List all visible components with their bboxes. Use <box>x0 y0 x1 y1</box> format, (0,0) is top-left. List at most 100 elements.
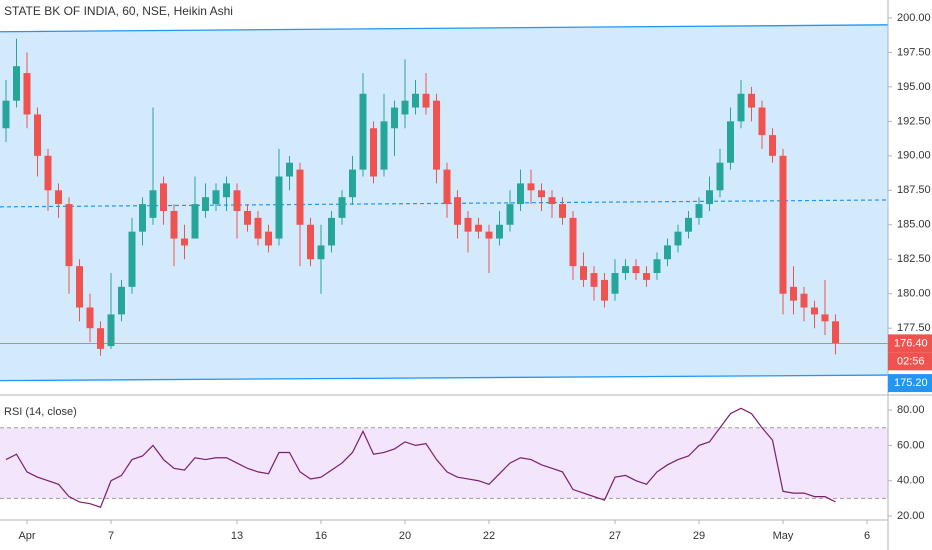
candle-body <box>202 197 209 211</box>
candle-body <box>317 245 325 260</box>
y-tick-label: 177.50 <box>897 322 931 334</box>
candle-body <box>454 197 461 225</box>
candle-body <box>349 169 356 198</box>
candle-body <box>2 100 10 129</box>
candle-body <box>643 273 650 280</box>
candle-body <box>34 114 41 156</box>
candle-body <box>601 279 608 301</box>
candle-body <box>296 169 304 225</box>
channel-line <box>0 374 889 382</box>
candle-body <box>13 66 20 101</box>
candle-body <box>212 190 220 205</box>
channel-end-label: 175.20 <box>894 377 928 389</box>
candle-body <box>233 190 241 211</box>
y-tick-label: 200.00 <box>897 12 931 24</box>
candle-body <box>632 266 640 274</box>
x-tick-label: 22 <box>483 530 495 542</box>
y-tick-label: 180.00 <box>897 288 931 300</box>
candle-body <box>769 135 776 156</box>
last-price-box <box>888 334 932 353</box>
candle-body <box>338 197 346 218</box>
chart-title: STATE BK OF INDIA, 60, NSE, Heikin Ashi <box>4 4 233 18</box>
candle-body <box>506 204 514 225</box>
countdown-box <box>888 352 932 371</box>
y-tick-label: 187.50 <box>897 184 931 196</box>
candle-body <box>475 224 482 232</box>
candle-body <box>485 231 493 239</box>
candle-body <box>191 204 199 239</box>
candle-body <box>107 314 115 347</box>
candle-body <box>307 224 314 260</box>
candle-body <box>401 100 409 115</box>
candle-body <box>748 93 755 108</box>
candle-body <box>779 155 787 294</box>
candle-body <box>559 204 566 218</box>
candle-body <box>391 107 398 129</box>
x-tick-label: 13 <box>231 530 243 542</box>
x-tick-label: 6 <box>864 530 870 542</box>
x-tick-label: 20 <box>399 530 411 542</box>
candle-body <box>569 217 577 267</box>
x-tick-label: 27 <box>609 530 621 542</box>
candle-body <box>527 183 535 191</box>
candle-body <box>76 266 83 308</box>
candle-body <box>580 266 587 280</box>
rsi-line <box>5 407 836 508</box>
candle-body <box>422 93 430 108</box>
candle-body <box>170 210 178 239</box>
candle-body <box>223 183 230 198</box>
rsi-y-tick-label: 40.00 <box>897 475 925 487</box>
candle-body <box>664 245 671 260</box>
candle-body <box>653 259 661 274</box>
candle-body <box>44 155 52 191</box>
candle-body <box>821 314 829 322</box>
rsi-y-tick-label: 80.00 <box>897 404 925 416</box>
candle-body <box>149 190 157 218</box>
rsi-y-tick-label: 60.00 <box>897 439 925 451</box>
candle-body <box>160 183 167 211</box>
candle-body <box>254 217 262 239</box>
candle-body <box>118 286 125 315</box>
candle-body <box>433 100 440 170</box>
y-tick-label: 197.50 <box>897 46 931 58</box>
x-tick-label: 29 <box>693 530 705 542</box>
candle-body <box>359 93 367 170</box>
candle-body <box>265 231 272 246</box>
candle-body <box>800 293 808 308</box>
candle-body <box>685 217 692 232</box>
candle-body <box>55 190 62 205</box>
candle-body <box>622 266 629 274</box>
candle-body <box>674 231 682 246</box>
candle-body <box>496 224 503 239</box>
candle-body <box>737 93 745 122</box>
candle-body <box>538 190 545 198</box>
candle-body <box>832 321 839 344</box>
candle-body <box>590 273 598 287</box>
candle-body <box>790 286 797 301</box>
candle-body <box>139 204 146 232</box>
candle-body <box>811 307 818 315</box>
channel-end-box <box>888 374 932 393</box>
candle-body <box>244 210 251 225</box>
candle-body <box>23 73 31 115</box>
candle-body <box>716 162 724 191</box>
last-price-label: 176.40 <box>894 337 928 349</box>
candle-body <box>706 190 713 205</box>
y-tick-label: 182.50 <box>897 253 931 265</box>
x-tick-label: 16 <box>315 530 327 542</box>
candle-body <box>380 121 388 170</box>
x-tick-label: May <box>773 530 794 542</box>
candle-body <box>695 204 703 218</box>
candle-body <box>517 183 524 205</box>
y-tick-label: 190.00 <box>897 150 931 162</box>
candle-body <box>65 204 73 267</box>
candle-body <box>412 93 419 108</box>
candle-body <box>328 217 335 246</box>
candle-body <box>727 121 734 163</box>
candle-body <box>611 273 619 294</box>
x-tick-label: Apr <box>18 530 35 542</box>
y-tick-label: 185.00 <box>897 219 931 231</box>
candle-body <box>758 107 766 136</box>
channel-line <box>0 24 889 33</box>
